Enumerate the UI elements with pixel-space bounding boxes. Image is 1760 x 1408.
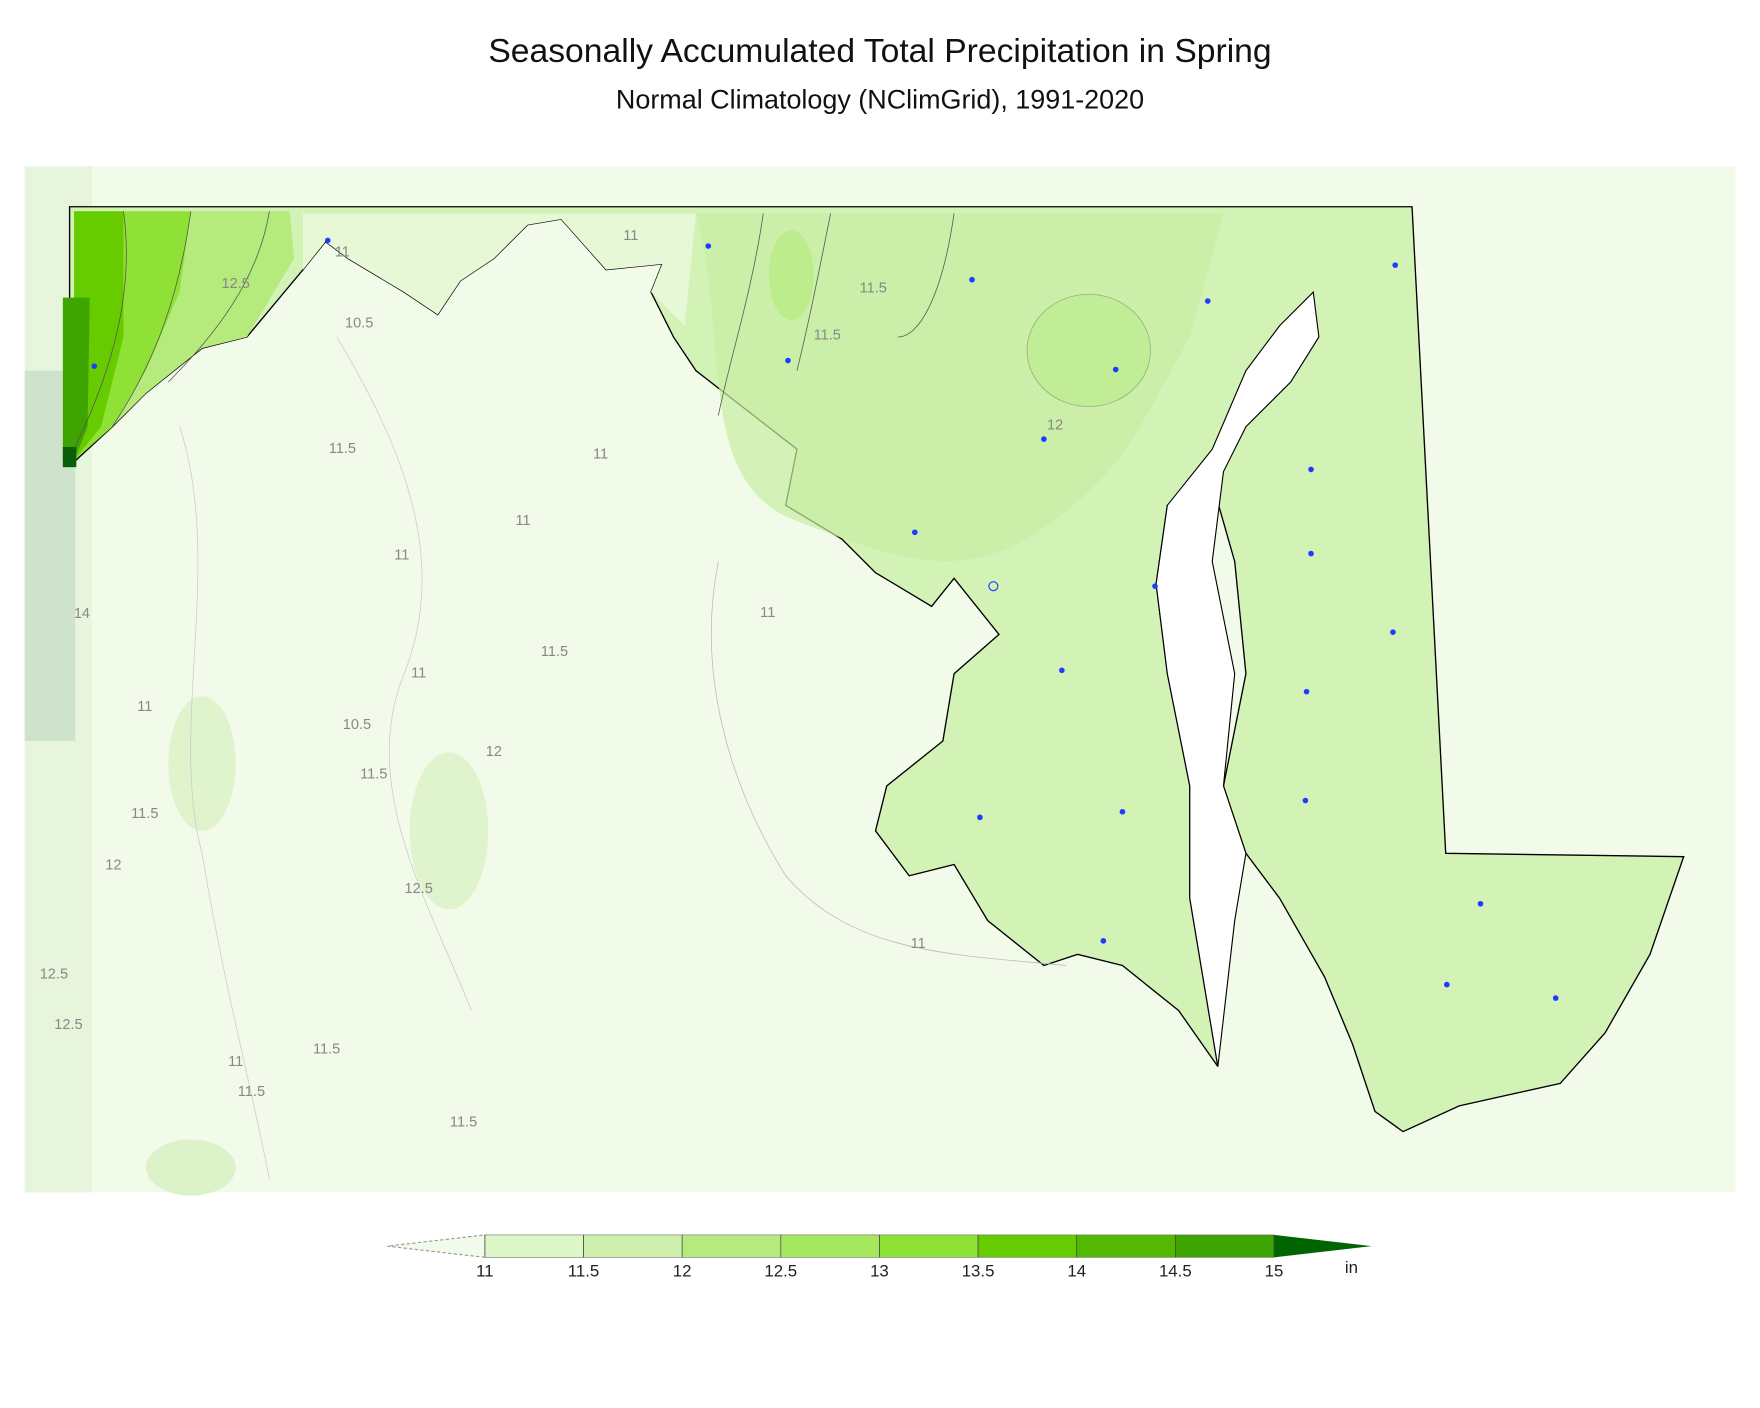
station [1059,667,1065,674]
chesapeake-bay [1155,290,1320,1067]
contour-label: 11 [411,666,426,682]
contour-label: 14 [74,606,90,622]
contour-line [168,211,270,383]
contour-label: 11 [515,513,530,529]
rain-band [62,297,90,461]
station [1392,262,1399,268]
colorbar-bin [879,1234,979,1258]
contour-label: 11 [228,1054,243,1070]
station [988,581,999,592]
colorbar-tick-label: 13 [870,1261,889,1280]
station [1308,550,1314,557]
station [1444,981,1450,988]
contour-label: 12.5 [222,276,250,292]
contour-lines [73,211,1067,1179]
colorbar-tick-label: 15 [1265,1261,1284,1280]
colorbar-tick-label: 11 [476,1261,493,1280]
station [1477,900,1484,907]
contour-line [111,211,192,427]
colorbar-bin [977,1234,1077,1258]
colorbar-tick-label: 11.5 [568,1261,600,1280]
station [1390,629,1396,635]
shade [409,752,489,910]
contour-line [796,213,831,371]
colorbar-over [1273,1234,1372,1258]
contour-label: 12 [105,857,121,873]
contour-label: 12.5 [40,966,68,982]
contour-line [710,561,1067,966]
contour-label: 11.5 [360,767,387,783]
colorbar-bin [1076,1234,1176,1258]
subtitle: Normal Climatology (NClimGrid), 1991-202… [616,84,1144,114]
contour-label: 11.5 [329,441,356,457]
contour-label: 12.5 [404,881,432,897]
stations [91,237,1559,1001]
station [1204,298,1211,304]
station [1552,995,1559,1001]
station [1303,688,1310,695]
station [1308,466,1314,473]
contour-label: 11.5 [313,1042,340,1058]
colorbar-tick-label: 14.5 [1159,1261,1192,1280]
colorbar-tick-label: 14 [1067,1261,1086,1280]
colorbar-unit: in [1345,1258,1358,1277]
station [969,276,975,283]
contour-label: 11.5 [131,806,158,822]
colorbar-tick-label: 13.5 [962,1261,995,1280]
contour-line [897,213,955,338]
station [324,237,331,244]
contour-label: 10.5 [343,717,371,733]
contour-label: 12.5 [54,1017,82,1033]
station [91,363,98,369]
contour-label: 11 [335,245,350,261]
contour-label: 12 [1047,417,1063,433]
contour-line [73,211,127,450]
shade [168,696,236,831]
station [785,357,791,364]
station [1112,366,1119,373]
colorbar-bin [583,1234,683,1258]
station [1041,436,1047,442]
colorbar-tick-label: 12.5 [764,1261,797,1280]
contour-label: 11 [623,228,638,244]
station [1119,808,1126,815]
shade [145,1139,236,1196]
station [1152,583,1158,589]
contour-label: 11.5 [814,328,841,344]
contour-line [336,336,472,1011]
contour-label: 11 [911,936,926,952]
station [705,243,712,249]
west-maryland-pale [303,213,696,326]
maryland [68,206,1685,1133]
contour-label: 11.5 [450,1115,477,1131]
colorbar-bin [681,1234,782,1258]
rain-band [62,446,77,468]
contour-label: 11.5 [541,644,568,660]
contour-label: 10.5 [345,315,373,331]
station [977,814,983,821]
station [1100,938,1107,944]
colorbar-tick-label: 12 [673,1261,692,1280]
contour-label: 11 [394,548,409,564]
contour-label: 11 [760,605,775,621]
contour-label: 11.5 [860,281,887,297]
contour-line [717,213,764,416]
contour-label: 11 [137,699,152,715]
rain-band [695,213,1224,562]
contour-labels: 11 12.5 10.5 11 11.5 11.5 12 11.5 11 11 11 14 11 11.5… [40,228,1064,1131]
title: Seasonally Accumulated Total Precipitati… [488,33,1271,70]
station [911,529,918,536]
contour-label: 11 [593,447,608,463]
colorbar-bin [1175,1234,1275,1258]
colorbar: 11 11.5 12 12.5 13 13.5 14 14.5 15 in [387,1234,1372,1280]
colorbar-bin [780,1234,880,1258]
contour-label: 11.5 [238,1084,265,1100]
contour-line [179,426,270,1179]
contour-label: 12 [486,744,502,760]
colorbar-bin [484,1234,584,1258]
station [1302,797,1309,804]
colorbar-under [387,1234,486,1258]
